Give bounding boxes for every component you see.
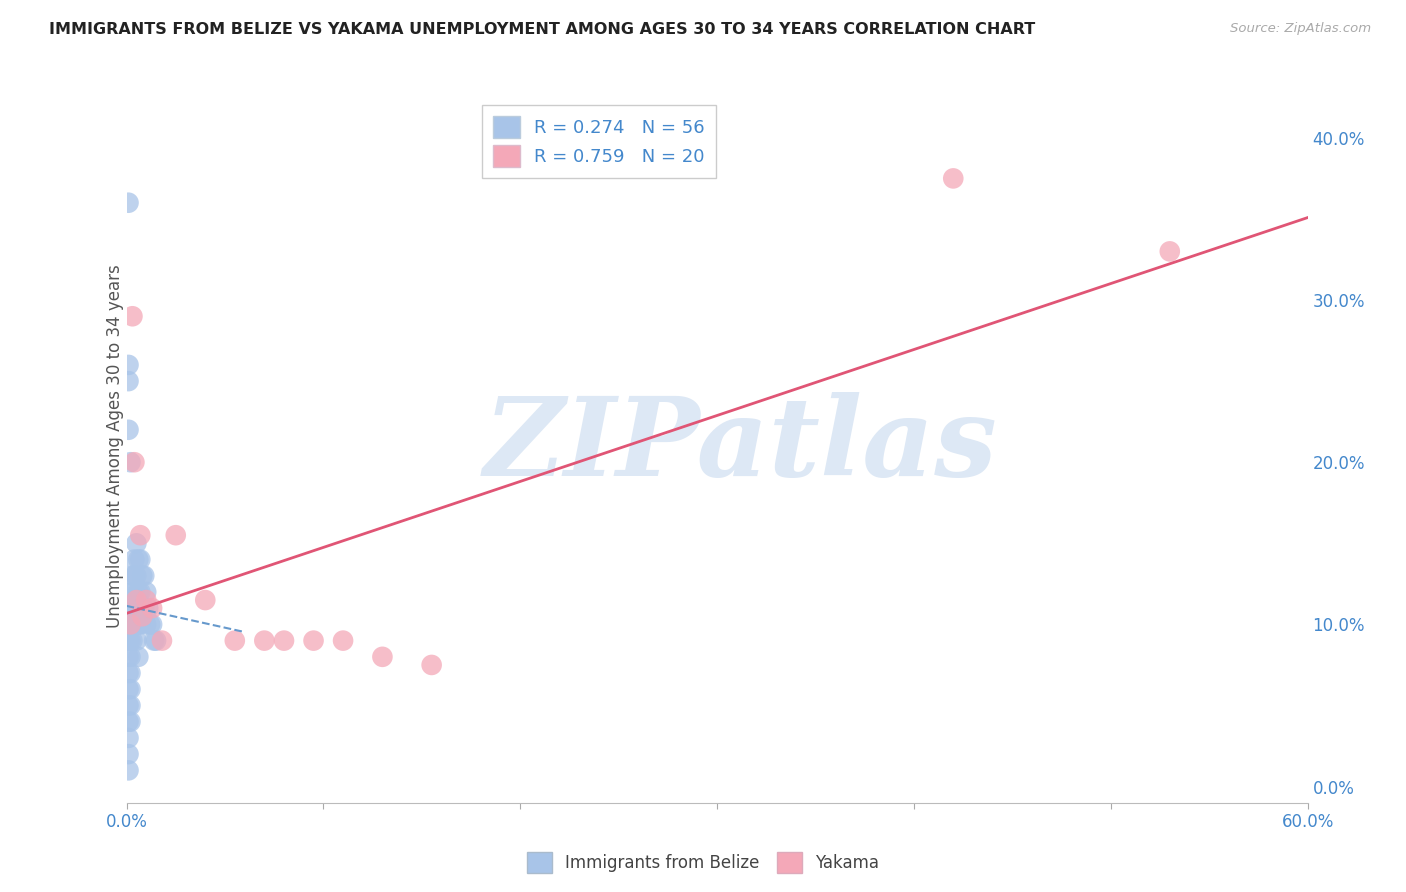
Text: IMMIGRANTS FROM BELIZE VS YAKAMA UNEMPLOYMENT AMONG AGES 30 TO 34 YEARS CORRELAT: IMMIGRANTS FROM BELIZE VS YAKAMA UNEMPLO… xyxy=(49,22,1035,37)
Point xyxy=(120,617,142,632)
Point xyxy=(1159,244,1181,259)
Y-axis label: Unemployment Among Ages 30 to 34 years: Unemployment Among Ages 30 to 34 years xyxy=(107,264,124,628)
Point xyxy=(121,585,143,599)
Point xyxy=(129,617,152,632)
Point xyxy=(224,633,246,648)
Point xyxy=(165,528,187,542)
Point xyxy=(124,568,146,582)
Point xyxy=(253,633,276,648)
Point xyxy=(121,617,143,632)
Point xyxy=(117,764,139,778)
Point xyxy=(127,649,149,664)
Point xyxy=(131,609,153,624)
Point xyxy=(129,585,152,599)
Point xyxy=(120,666,142,681)
Point xyxy=(121,310,143,324)
Point xyxy=(125,536,148,550)
Point xyxy=(117,698,139,713)
Point xyxy=(150,633,173,648)
Point xyxy=(120,455,142,469)
Text: Source: ZipAtlas.com: Source: ZipAtlas.com xyxy=(1230,22,1371,36)
Point xyxy=(117,374,139,388)
Point xyxy=(273,633,295,648)
Point xyxy=(121,601,143,615)
Point xyxy=(129,552,152,566)
Point xyxy=(117,617,139,632)
Point xyxy=(135,617,157,632)
Point xyxy=(127,617,149,632)
Point xyxy=(194,593,217,607)
Point xyxy=(117,714,139,729)
Point xyxy=(117,423,139,437)
Point xyxy=(125,601,148,615)
Point xyxy=(134,568,156,582)
Point xyxy=(129,528,152,542)
Point xyxy=(125,568,148,582)
Point xyxy=(131,601,153,615)
Point xyxy=(131,568,153,582)
Point xyxy=(124,601,146,615)
Point xyxy=(124,585,146,599)
Point xyxy=(302,633,325,648)
Point xyxy=(120,617,142,632)
Point xyxy=(117,633,139,648)
Point xyxy=(117,747,139,761)
Point xyxy=(139,617,162,632)
Point xyxy=(121,633,143,648)
Point xyxy=(942,171,965,186)
Point xyxy=(125,633,148,648)
Point xyxy=(117,731,139,745)
Point xyxy=(127,585,149,599)
Point xyxy=(332,633,354,648)
Point xyxy=(117,649,139,664)
Point xyxy=(135,585,157,599)
Text: ZIPatlas: ZIPatlas xyxy=(484,392,998,500)
Point xyxy=(124,455,146,469)
Point xyxy=(371,649,394,664)
Point xyxy=(141,601,163,615)
Point xyxy=(134,601,156,615)
Point xyxy=(120,633,142,648)
Point xyxy=(121,568,143,582)
Point xyxy=(143,633,166,648)
Point xyxy=(141,617,163,632)
Legend: Immigrants from Belize, Yakama: Immigrants from Belize, Yakama xyxy=(520,846,886,880)
Point xyxy=(117,682,139,697)
Point xyxy=(120,714,142,729)
Point xyxy=(420,657,443,672)
Point xyxy=(125,593,148,607)
Point xyxy=(127,552,149,566)
Point xyxy=(117,666,139,681)
Point xyxy=(117,358,139,372)
Point xyxy=(136,601,159,615)
Point xyxy=(124,617,146,632)
Point xyxy=(120,698,142,713)
Point xyxy=(145,633,167,648)
Point xyxy=(124,552,146,566)
Point xyxy=(135,593,157,607)
Point xyxy=(120,601,142,615)
Point xyxy=(117,195,139,210)
Legend: R = 0.274   N = 56, R = 0.759   N = 20: R = 0.274 N = 56, R = 0.759 N = 20 xyxy=(482,105,716,178)
Point xyxy=(120,682,142,697)
Point xyxy=(120,649,142,664)
